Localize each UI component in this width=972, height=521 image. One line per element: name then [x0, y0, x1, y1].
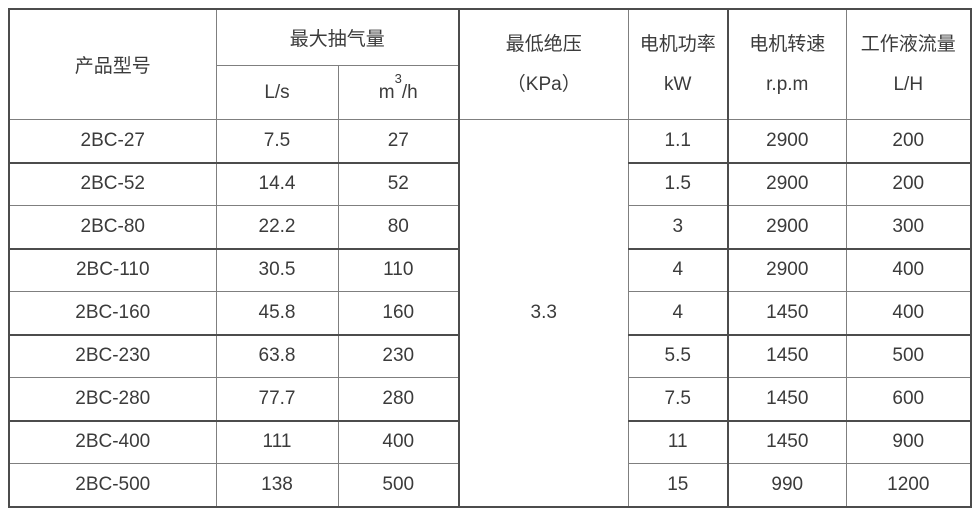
capacity-ls-cell: 138: [215, 463, 339, 507]
col-header-power-name: 电机功率: [639, 33, 716, 55]
table-body: 2BC-27 7.5 27 3.3 1.1 2900 200 2BC-52 14.4 52 1.5 2…: [8, 119, 972, 507]
flow-cell: 900: [845, 419, 972, 464]
speed-cell: 1450: [727, 377, 847, 421]
model-cell: 2BC-80: [8, 205, 217, 249]
capacity-ls-cell: 77.7: [215, 377, 339, 421]
header-row-1: 产品型号 最大抽气量 最低绝压 （KPa） 电机功率 kW 电机转速 r.p.m…: [8, 8, 972, 120]
capacity-ls-cell: 63.8: [215, 333, 339, 378]
power-cell: 15: [627, 463, 729, 507]
speed-cell: 1450: [727, 419, 847, 464]
col-header-pressure: 最低绝压 （KPa）: [458, 8, 629, 120]
capacity-ls-cell: 45.8: [215, 291, 339, 335]
speed-cell: 2900: [727, 247, 847, 292]
capacity-ls-cell: 30.5: [215, 247, 339, 292]
power-cell: 7.5: [627, 377, 729, 421]
power-cell: 11: [627, 419, 729, 464]
model-cell: 2BC-160: [8, 291, 217, 335]
speed-cell: 1450: [727, 333, 847, 378]
capacity-m3h-cell: 52: [337, 161, 460, 206]
capacity-ls-cell: 111: [215, 419, 339, 464]
col-header-m3h: m3/h: [337, 65, 460, 120]
table-header: 产品型号 最大抽气量 最低绝压 （KPa） 电机功率 kW 电机转速 r.p.m…: [8, 8, 972, 120]
m3h-rest: /h: [401, 81, 418, 103]
capacity-m3h-cell: 280: [337, 377, 460, 421]
col-header-flow-unit: L/H: [893, 73, 924, 95]
table-row: 2BC-280 77.7 280 7.5 1450 600: [8, 377, 972, 421]
power-cell: 4: [627, 247, 729, 292]
col-header-pressure-unit: （KPa）: [506, 73, 581, 95]
col-header-speed-unit: r.p.m: [766, 73, 809, 95]
flow-cell: 1200: [845, 463, 972, 507]
flow-cell: 200: [845, 119, 972, 163]
power-cell: 3: [627, 205, 729, 249]
col-header-capacity-group: 最大抽气量: [215, 8, 460, 66]
speed-cell: 2900: [727, 205, 847, 249]
table-row: 2BC-80 22.2 80 3 2900 300: [8, 205, 972, 249]
model-cell: 2BC-400: [8, 419, 217, 464]
capacity-m3h-cell: 160: [337, 291, 460, 335]
capacity-ls-cell: 22.2: [215, 205, 339, 249]
flow-cell: 300: [845, 205, 972, 249]
col-header-flow-name: 工作液流量: [860, 33, 956, 55]
col-header-model: 产品型号: [8, 8, 217, 120]
power-cell: 1.5: [627, 161, 729, 206]
flow-cell: 200: [845, 161, 972, 206]
pressure-merged-cell: 3.3: [458, 119, 629, 507]
flow-cell: 400: [845, 247, 972, 292]
capacity-m3h-cell: 500: [337, 463, 460, 507]
table-row: 2BC-52 14.4 52 1.5 2900 200: [8, 161, 972, 206]
model-cell: 2BC-230: [8, 333, 217, 378]
table-row: 2BC-230 63.8 230 5.5 1450 500: [8, 333, 972, 378]
capacity-m3h-cell: 80: [337, 205, 460, 249]
power-cell: 1.1: [627, 119, 729, 163]
col-header-flow: 工作液流量 L/H: [845, 8, 972, 120]
capacity-m3h-cell: 400: [337, 419, 460, 464]
col-header-pressure-name: 最低绝压: [505, 33, 582, 55]
table-row: 2BC-27 7.5 27 3.3 1.1 2900 200: [8, 119, 972, 507]
model-cell: 2BC-52: [8, 161, 217, 206]
m3h-sup: 3: [394, 71, 402, 87]
col-header-speed-name: 电机转速: [749, 33, 826, 55]
table-row: 2BC-400 111 400 11 1450 900: [8, 419, 972, 464]
col-header-power-unit: kW: [664, 73, 692, 95]
speed-cell: 2900: [727, 161, 847, 206]
col-header-power: 电机功率 kW: [627, 8, 729, 120]
model-cell: 2BC-110: [8, 247, 217, 292]
capacity-ls-cell: 7.5: [215, 119, 339, 163]
model-cell: 2BC-500: [8, 463, 217, 507]
speed-cell: 990: [727, 463, 847, 507]
speed-cell: 2900: [727, 119, 847, 163]
capacity-ls-cell: 14.4: [215, 161, 339, 206]
flow-cell: 600: [845, 377, 972, 421]
flow-cell: 500: [845, 333, 972, 378]
power-cell: 5.5: [627, 333, 729, 378]
pump-spec-table: 产品型号 最大抽气量 最低绝压 （KPa） 电机功率 kW 电机转速 r.p.m…: [8, 8, 972, 508]
capacity-m3h-cell: 27: [337, 119, 460, 163]
speed-cell: 1450: [727, 291, 847, 335]
capacity-m3h-cell: 110: [337, 247, 460, 292]
col-header-speed: 电机转速 r.p.m: [727, 8, 847, 120]
capacity-m3h-cell: 230: [337, 333, 460, 378]
flow-cell: 400: [845, 291, 972, 335]
table-row: 2BC-500 138 500 15 990 1200: [8, 463, 972, 507]
header-row-2: L/s m3/h: [9, 65, 971, 120]
model-cell: 2BC-27: [8, 119, 217, 163]
col-header-ls: L/s: [215, 65, 339, 120]
m3h-base: m: [378, 81, 395, 103]
model-cell: 2BC-280: [8, 377, 217, 421]
power-cell: 4: [627, 291, 729, 335]
table-row: 2BC-160 45.8 160 4 1450 400: [8, 291, 972, 335]
